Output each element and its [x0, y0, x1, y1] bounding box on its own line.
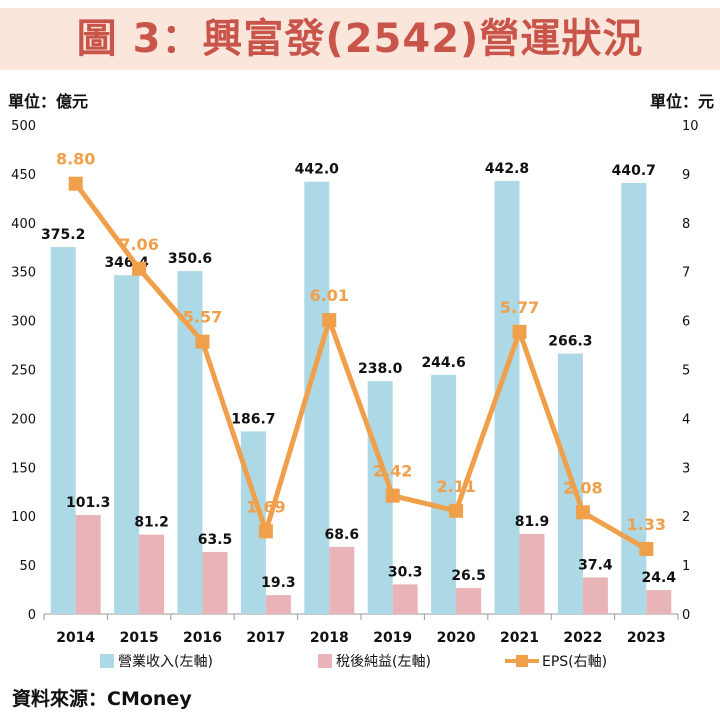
- net-income-bar: [139, 534, 165, 614]
- net-income-bar: [75, 514, 101, 614]
- legend-eps-label: EPS(右軸): [542, 654, 607, 670]
- eps-point: [639, 541, 654, 556]
- y-left-tick-label: 250: [11, 364, 36, 379]
- eps-value-label: 2.42: [373, 462, 412, 481]
- net-income-value-label: 24.4: [642, 570, 677, 586]
- y-left-tick-label: 450: [11, 168, 36, 183]
- y-left-tick-label: 400: [11, 217, 36, 232]
- net-income-value-label: 81.2: [134, 515, 169, 531]
- y-right-tick-label: 8: [682, 217, 690, 232]
- revenue-value-label: 350.6: [168, 251, 212, 267]
- x-tick-label: 2021: [500, 630, 539, 646]
- legend-net-income-label: 稅後純益(左軸): [336, 654, 431, 670]
- y-right-tick-label: 7: [682, 266, 690, 281]
- y-right-tick-label: 2: [682, 510, 690, 525]
- net-income-bar: [329, 546, 355, 614]
- revenue-value-label: 442.0: [295, 162, 340, 178]
- net-income-value-label: 37.4: [578, 557, 613, 573]
- y-left-tick-label: 300: [11, 315, 36, 330]
- eps-value-label: 5.77: [500, 298, 539, 317]
- net-income-bar: [519, 533, 545, 614]
- y-right-tick-label: 6: [682, 315, 690, 330]
- right-unit-label: 單位：元: [649, 92, 714, 111]
- legend-revenue-label: 營業收入(左軸): [118, 654, 213, 670]
- net-income-bar: [392, 584, 418, 614]
- net-income-value-label: 81.9: [515, 514, 550, 530]
- net-income-bar: [456, 588, 482, 614]
- revenue-value-label: 442.8: [485, 161, 529, 177]
- revenue-value-label: 186.7: [231, 411, 275, 427]
- eps-point: [322, 313, 337, 328]
- eps-value-label: 1.69: [246, 497, 285, 516]
- eps-line: [73, 182, 648, 552]
- y-right-tick-label: 5: [682, 364, 690, 379]
- x-tick-label: 2015: [120, 630, 159, 646]
- net-income-value-label: 68.6: [325, 527, 360, 543]
- eps-point: [258, 524, 273, 539]
- eps-point: [449, 503, 464, 518]
- x-tick-label: 2020: [437, 630, 476, 646]
- revenue-value-label: 440.7: [612, 163, 656, 179]
- eps-value-label: 8.80: [56, 150, 95, 169]
- net-income-bar: [202, 551, 228, 614]
- net-income-bar: [265, 595, 291, 614]
- revenue-bar: [50, 247, 76, 615]
- y-right-tick-label: 4: [682, 412, 690, 427]
- eps-value-label: 2.11: [436, 477, 475, 496]
- y-left-tick-label: 200: [11, 412, 36, 427]
- net-income-bar: [582, 577, 608, 614]
- eps-value-label: 1.33: [627, 515, 666, 534]
- source-note: 資料來源：CMoney: [12, 688, 192, 710]
- eps-point: [385, 488, 400, 503]
- revenue-value-label: 375.2: [41, 227, 85, 243]
- net-income-value-label: 30.3: [388, 564, 423, 580]
- y-left-tick-label: 150: [11, 461, 36, 476]
- revenue-value-label: 244.6: [421, 355, 465, 371]
- y-right-tick-label: 0: [682, 608, 690, 623]
- net-income-value-label: 101.3: [66, 495, 110, 511]
- eps-point: [68, 176, 83, 191]
- title-band: [0, 8, 720, 70]
- eps-value-label: 5.57: [183, 308, 222, 327]
- revenue-value-label: 238.0: [358, 361, 403, 377]
- eps-point: [195, 334, 210, 349]
- eps-value-label: 2.08: [563, 478, 602, 497]
- eps-point: [132, 261, 147, 276]
- y-left-tick-label: 100: [11, 510, 36, 525]
- legend-revenue-swatch: [100, 654, 114, 668]
- eps-value-label: 7.06: [119, 235, 158, 254]
- x-tick-label: 2016: [183, 630, 222, 646]
- y-left-tick-label: 0: [28, 608, 36, 623]
- revenue-value-label: 266.3: [548, 334, 592, 350]
- y-left-tick-label: 500: [11, 119, 36, 134]
- net-income-value-label: 26.5: [451, 568, 486, 584]
- left-unit-label: 單位：億元: [8, 92, 89, 111]
- x-tick-label: 2022: [563, 630, 602, 646]
- legend-eps-marker: [516, 655, 528, 667]
- net-income-value-label: 19.3: [261, 575, 296, 591]
- x-tick-label: 2019: [373, 630, 412, 646]
- y-right-tick-label: 1: [682, 559, 690, 574]
- x-tick-label: 2014: [56, 630, 95, 646]
- y-right-tick-label: 10: [682, 119, 699, 134]
- eps-point: [575, 505, 590, 520]
- revenue-bar: [431, 374, 457, 614]
- y-right-tick-label: 3: [682, 461, 690, 476]
- revenue-bar: [114, 275, 140, 614]
- net-income-value-label: 63.5: [198, 532, 233, 548]
- legend-net-income-swatch: [318, 654, 332, 668]
- eps-point: [512, 324, 527, 339]
- eps-value-label: 6.01: [310, 286, 349, 305]
- x-tick-label: 2023: [627, 630, 666, 646]
- x-tick-label: 2017: [246, 630, 285, 646]
- y-left-tick-label: 50: [19, 559, 36, 574]
- x-tick-label: 2018: [310, 630, 349, 646]
- y-right-tick-label: 9: [682, 168, 690, 183]
- chart-title: 圖 3：興富發(2542)營運狀況: [76, 16, 644, 62]
- net-income-bar: [646, 590, 672, 614]
- y-left-tick-label: 350: [11, 266, 36, 281]
